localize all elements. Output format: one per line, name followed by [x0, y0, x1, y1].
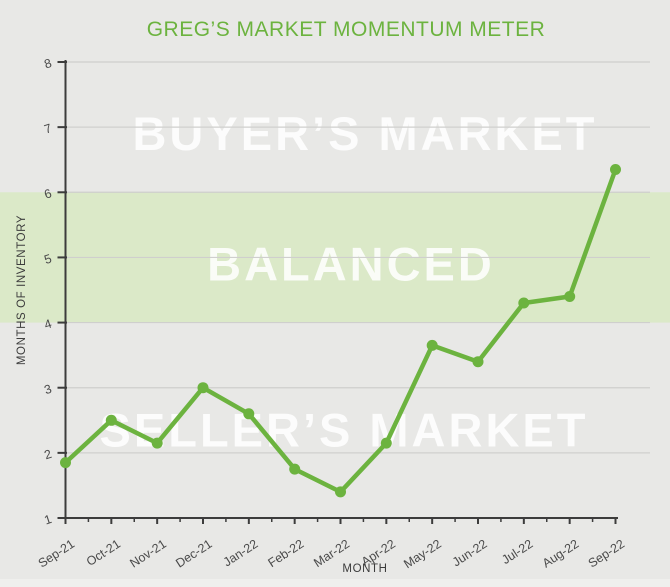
chart-title: GREG’S MARKET MOMENTUM METER: [147, 18, 546, 41]
data-point: [60, 457, 71, 469]
data-point: [472, 356, 484, 368]
data-point: [197, 382, 209, 394]
y-tick-label: 5: [42, 251, 53, 266]
zone-label-buyers-market: BUYER’S MARKET: [132, 107, 597, 160]
y-tick-label: 1: [42, 512, 53, 527]
data-point: [380, 437, 392, 449]
data-point: [564, 291, 576, 302]
zone-label-layer: BUYER’S MARKET BALANCED SELLER’S MARKET: [100, 107, 597, 457]
x-tick-label: Feb-22: [265, 537, 306, 570]
data-point: [610, 164, 621, 175]
y-tick-label: 3: [42, 382, 53, 397]
y-tick-label: 4: [42, 317, 53, 332]
data-point: [426, 339, 438, 351]
x-tick-label: Aug-22: [540, 537, 581, 571]
y-tick-label: 2: [42, 447, 53, 462]
x-tick-label: Jul-22: [499, 537, 535, 567]
zone-label-balanced: BALANCED: [207, 237, 495, 290]
axis-layer: [57, 60, 618, 524]
series-layer: [60, 164, 621, 498]
x-tick-label: Jun-22: [450, 537, 490, 570]
gridline-layer: [65, 61, 650, 454]
data-point: [151, 437, 163, 449]
data-point: [243, 408, 255, 420]
y-tick-label: 8: [42, 56, 53, 71]
footer-strip: [0, 579, 670, 587]
data-point: [289, 463, 301, 475]
x-tick-label: Sep-22: [586, 537, 627, 571]
x-tick-label: May-22: [401, 537, 444, 571]
x-tick-label: Sep-21: [36, 537, 77, 571]
data-point: [335, 486, 346, 498]
data-point: [518, 297, 530, 309]
data-point: [105, 414, 117, 426]
zone-label-sellers-market: SELLER’S MARKET: [100, 404, 589, 457]
x-axis-title: MONTH: [342, 563, 387, 575]
y-tick-label: 7: [42, 121, 53, 136]
y-tick-label: 6: [42, 186, 53, 201]
x-tick-label: Nov-21: [127, 537, 168, 571]
y-axis-title: MONTHS OF INVENTORY: [16, 215, 28, 365]
x-tick-label: Oct-21: [84, 537, 123, 569]
x-tick-label: Dec-21: [173, 537, 214, 571]
x-tick-label: Jan-22: [221, 537, 261, 570]
